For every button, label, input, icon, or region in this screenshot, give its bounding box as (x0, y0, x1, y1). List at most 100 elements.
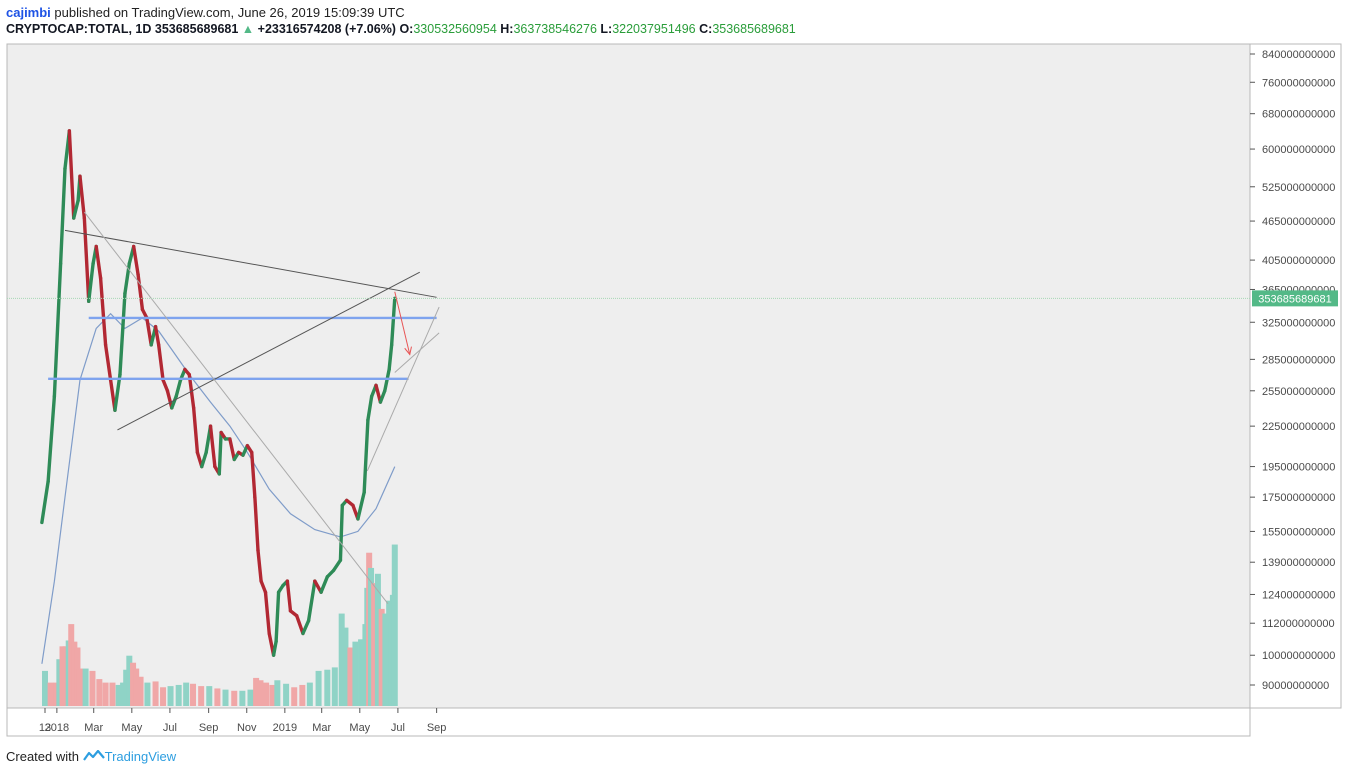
volume-bar (214, 688, 221, 706)
volume-bar (126, 655, 133, 706)
created-with-text: Created with (6, 749, 79, 764)
price-segment (387, 343, 394, 372)
price-segment (285, 579, 293, 613)
volume-bar (62, 646, 69, 706)
volume-bar (68, 624, 75, 706)
price-segment (58, 166, 67, 266)
price-segment (200, 450, 208, 469)
volume-bar (42, 670, 48, 706)
price-segment (136, 272, 145, 312)
volume-bar (160, 687, 167, 706)
volume-bar (133, 668, 140, 706)
author-name[interactable]: cajimbi (6, 5, 51, 20)
y-tick-label: 100000000000 (1262, 650, 1335, 662)
open-value: 330532560954 (413, 22, 497, 36)
volume-bar (102, 682, 109, 706)
x-tick-label: 2019 (273, 722, 297, 734)
volume-bar (368, 567, 375, 706)
volume-bar (206, 686, 213, 706)
tradingview-brand[interactable]: TradingView (104, 749, 177, 764)
x-tick-label: Sep (199, 722, 219, 734)
volume-bar (274, 680, 281, 706)
volume-bar (130, 662, 137, 706)
y-tick-label: 840000000000 (1262, 49, 1335, 61)
y-tick-label: 124000000000 (1262, 589, 1335, 601)
volume-bar (352, 641, 359, 706)
price-segment (113, 372, 122, 412)
x-tick-label: 2018 (45, 722, 69, 734)
price-segment (67, 129, 76, 220)
volume-bar (198, 686, 205, 706)
x-tick-label: May (121, 722, 142, 734)
volume-bar (190, 683, 197, 706)
price-segment (103, 343, 113, 382)
volume-bar (109, 682, 116, 706)
price-segment (301, 619, 311, 636)
price-segment (208, 424, 217, 469)
x-tick-label: Mar (312, 722, 331, 734)
volume-bar (82, 668, 89, 706)
y-tick-label: 325000000000 (1262, 317, 1335, 329)
plot-area[interactable] (6, 43, 1251, 709)
y-tick-label: 139000000000 (1262, 557, 1335, 569)
price-series (40, 129, 397, 657)
y-tick-label: 405000000000 (1262, 255, 1335, 267)
y-tick-label: 525000000000 (1262, 182, 1335, 194)
footer: Created with TradingView (6, 749, 176, 764)
price-segment (338, 503, 345, 562)
trendline (83, 211, 389, 605)
x-tick-label: Jul (163, 722, 177, 734)
drawings (48, 211, 440, 605)
volume-bar (115, 684, 122, 706)
x-tick-label: Nov (237, 722, 257, 734)
price-segment (228, 437, 236, 462)
volume-bar (137, 676, 144, 706)
y-tick-label: 225000000000 (1262, 421, 1335, 433)
trendline (394, 332, 440, 373)
volume-bar (120, 682, 127, 706)
volume-bar (331, 667, 338, 706)
volume-bars (42, 544, 398, 706)
x-tick-label: 13 (39, 722, 51, 734)
price-segment (331, 558, 343, 573)
price-change: +23316574208 (+7.06%) (257, 22, 396, 36)
time-axis[interactable] (6, 707, 1251, 737)
volume-bar (222, 689, 229, 706)
volume-bar (59, 646, 66, 706)
volume-bar (247, 689, 254, 706)
change-up-icon: ▲ (241, 22, 255, 36)
price-segment (362, 418, 370, 495)
price-segment (263, 590, 271, 636)
close-label: C: (699, 22, 713, 36)
y-tick-label: 680000000000 (1262, 109, 1335, 121)
volume-bar (96, 679, 103, 706)
close-value: 353685689681 (712, 22, 796, 36)
low-value: 322037951496 (612, 22, 696, 36)
price-axis[interactable] (1249, 43, 1342, 709)
volume-bar (257, 680, 264, 706)
volume-bar (76, 668, 83, 706)
y-tick-label: 465000000000 (1262, 216, 1335, 228)
publish-info: cajimbi published on TradingView.com, Ju… (6, 5, 405, 20)
high-value: 363738546276 (513, 22, 597, 36)
volume-bar (358, 639, 365, 706)
price-segment (52, 261, 63, 399)
volume-bar (371, 583, 378, 706)
price-segment (366, 394, 374, 422)
volume-bar (315, 670, 322, 706)
volume-bar (231, 690, 238, 706)
y-tick-label: 760000000000 (1262, 77, 1335, 89)
price-segment (306, 579, 317, 623)
price-segment (118, 291, 127, 377)
volume-bar (391, 544, 398, 706)
volume-bar (324, 669, 331, 706)
price-segment (174, 378, 183, 399)
price-segment (94, 244, 103, 280)
y-tick-label: 112000000000 (1262, 618, 1335, 630)
price-segment (274, 590, 281, 644)
volume-bar (47, 682, 54, 706)
price-segment (259, 579, 268, 594)
x-tick-label: Jul (391, 722, 405, 734)
price-segment (46, 394, 57, 484)
